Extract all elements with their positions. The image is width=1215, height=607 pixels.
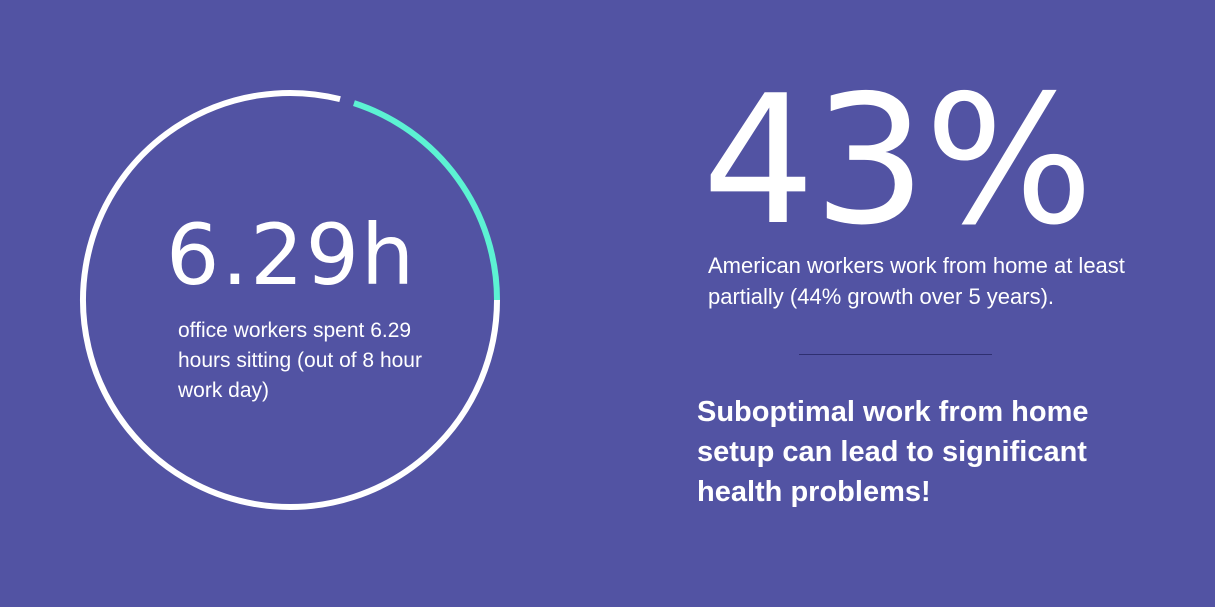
hours-caption: office workers spent 6.29 hours sitting … (178, 319, 422, 402)
divider (799, 354, 992, 355)
health-warning-callout: Suboptimal work from home setup can lead… (697, 396, 1089, 508)
sitting-stat-panel: 6.29h office workers spent 6.29 hours si… (0, 0, 600, 607)
remote-work-percentage: 43% (702, 57, 1094, 264)
hours-value: 6.29h (166, 206, 417, 304)
progress-ring (80, 90, 500, 510)
ring-highlight-arc (353, 100, 500, 301)
ring-track (80, 90, 500, 510)
remote-work-caption: American workers work from home at least… (708, 253, 1125, 309)
